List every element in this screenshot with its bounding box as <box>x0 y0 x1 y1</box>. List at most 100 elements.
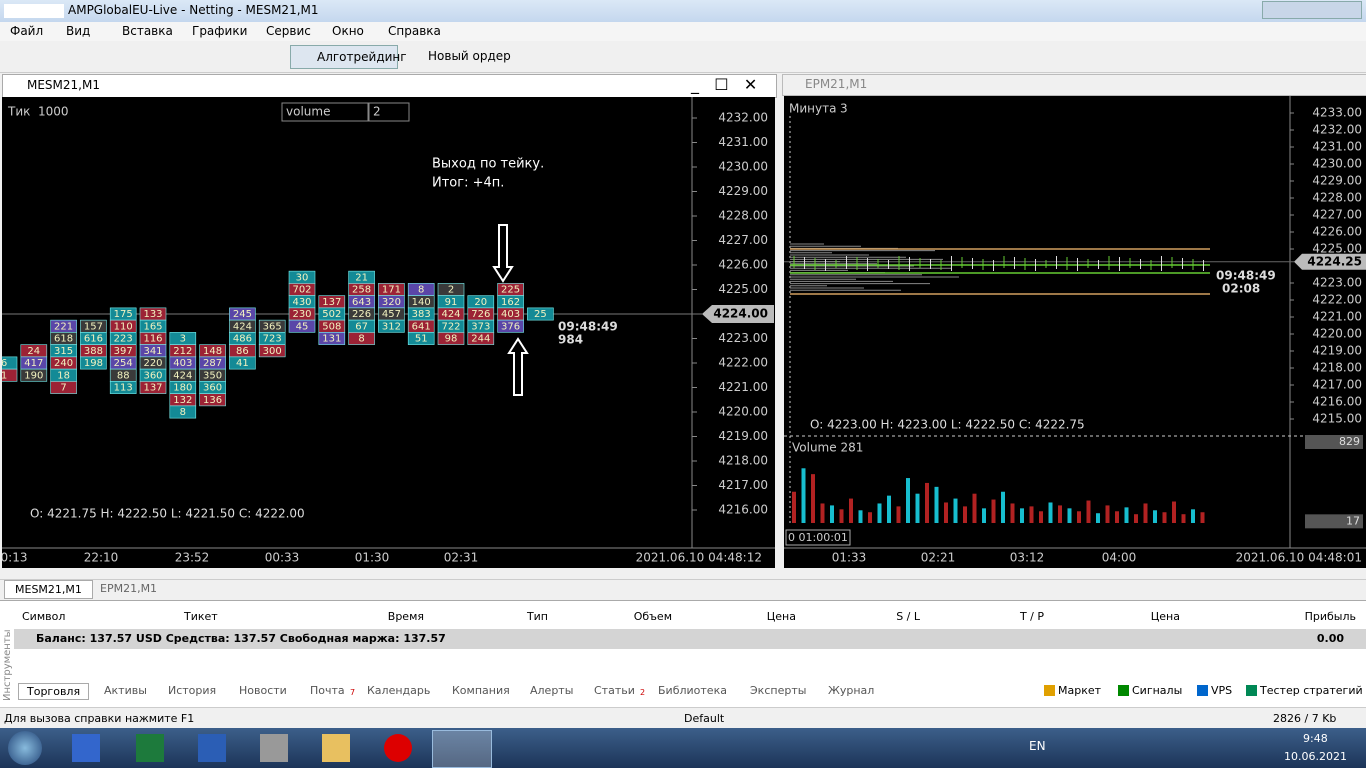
column-header[interactable]: Тип <box>526 610 548 623</box>
price-label: 4219.00 <box>1312 344 1362 358</box>
tab-badge: 7 <box>350 688 356 697</box>
task-icon[interactable] <box>260 734 288 762</box>
column-header[interactable]: Символ <box>22 610 66 623</box>
footprint-cell <box>2 368 18 382</box>
footprint-cell <box>229 356 256 370</box>
price-label: 4227.00 <box>1312 208 1362 222</box>
price-label: 4217.00 <box>1312 378 1362 392</box>
footprint-value: 20 <box>474 297 487 308</box>
footprint-value: 116 <box>143 334 162 345</box>
volume-bar <box>1048 502 1053 523</box>
toolbox-right-tab[interactable]: Сигналы <box>1132 684 1183 697</box>
toolbox-tab[interactable]: Активы <box>104 684 147 697</box>
date: 2021.06.10 04:48:12 <box>636 551 762 565</box>
price-label: 4225.00 <box>1312 242 1362 256</box>
footprint-value: 41 <box>236 358 249 369</box>
timeframe: Минута <box>789 102 836 116</box>
column-header[interactable]: Время <box>387 610 424 623</box>
chart-controls[interactable]: _ ☐ ✕ <box>691 75 758 94</box>
column-header[interactable]: Цена <box>1150 610 1180 623</box>
menu-item[interactable]: Вид <box>66 24 91 38</box>
task-icon[interactable] <box>72 734 100 762</box>
tab-icon <box>1118 685 1129 696</box>
new-order[interactable]: Новый ордер <box>428 49 511 63</box>
volume-bar <box>820 503 825 523</box>
column-header[interactable]: S / L <box>896 610 920 623</box>
toolbox-right-tab[interactable]: Маркет <box>1058 684 1102 697</box>
task-icon-active[interactable] <box>432 730 492 768</box>
clock-date: 10.06.2021 <box>1284 750 1347 763</box>
toolbox-tab[interactable]: Журнал <box>828 684 875 697</box>
menu-item[interactable]: Графики <box>192 24 248 38</box>
task-icon[interactable] <box>136 734 164 762</box>
footprint-value: 2 <box>448 285 454 296</box>
footprint-value: 486 <box>233 334 252 345</box>
toolbox-side: Инструменты <box>2 629 13 701</box>
volume-bar <box>1058 505 1062 523</box>
footprint-cell <box>20 368 48 382</box>
price-label: 4229.00 <box>718 184 768 198</box>
task-icon[interactable] <box>322 734 350 762</box>
algo-button[interactable]: Алготрейдинг <box>290 45 407 69</box>
chart-tab[interactable]: EPM21,M1 <box>100 582 158 595</box>
toolbox-right-tab[interactable]: Тестер стратегий <box>1260 684 1363 697</box>
menu-item[interactable]: Файл <box>10 24 44 38</box>
toolbox-tab[interactable]: Компания <box>452 684 510 697</box>
toolbox-tab[interactable]: Статьи <box>594 684 635 697</box>
column-header[interactable]: T / P <box>1019 610 1044 623</box>
footprint-value: 424 <box>441 309 460 320</box>
price-label: 4232.00 <box>718 111 768 125</box>
annotation: Выход по тейку. <box>432 157 544 172</box>
footprint-value: 133 <box>143 309 162 320</box>
footprint-value: 502 <box>322 309 341 320</box>
timer: 09:48:49 <box>558 320 618 334</box>
toolbox-tab[interactable]: Новости <box>239 684 287 697</box>
date: 2021.06.10 04:48:01 <box>1236 551 1362 565</box>
footprint-value: 641 <box>412 321 431 332</box>
start-button[interactable] <box>8 731 42 765</box>
column-header[interactable]: Прибыль <box>1304 610 1356 623</box>
column-header[interactable]: Цена <box>766 610 796 623</box>
column-header[interactable]: Тикет <box>184 610 218 623</box>
price-label: 4216.00 <box>1312 395 1362 409</box>
volume-bar <box>1086 500 1091 523</box>
price-label: 4225.00 <box>718 282 768 296</box>
menu-item[interactable]: Вставка <box>122 24 173 38</box>
volume-tick: 17 <box>1346 514 1360 527</box>
time-label: 01:30 <box>355 551 390 565</box>
toolbox-tab[interactable]: Алерты <box>530 684 574 697</box>
footprint-value: 223 <box>114 334 133 345</box>
footprint-cell <box>288 319 316 333</box>
toolbox-right-tab[interactable]: VPS <box>1211 684 1233 697</box>
toolbox-tab[interactable]: Календарь <box>367 684 431 697</box>
volume-bar <box>925 482 929 523</box>
toolbox-tab[interactable]: Почта <box>310 684 345 697</box>
current-price: 4224.25 <box>1307 254 1362 268</box>
volume-bar <box>1134 514 1138 523</box>
toolbox-tab[interactable]: Торговля <box>18 683 90 700</box>
menu-item[interactable]: Окно <box>332 24 364 38</box>
footprint-value: 1 <box>2 370 7 381</box>
column-header[interactable]: Объем <box>633 610 672 623</box>
toolbox-tab[interactable]: Библиотека <box>658 684 727 697</box>
price-label: 4231.00 <box>1312 140 1362 154</box>
timer-box-label: 0 01:00:01 <box>788 531 848 544</box>
chart-tab[interactable]: MESM21,M1 <box>4 580 93 599</box>
volume-bar <box>868 512 872 523</box>
toolbox-tab[interactable]: История <box>168 684 217 697</box>
left-chart: 4232.00 4231.00 4230.00 4229.00 4228.00 4227.… <box>2 97 775 568</box>
price-label: 4219.00 <box>718 429 768 443</box>
menu-item[interactable]: Сервис <box>266 24 311 38</box>
price-label: 4221.00 <box>1312 310 1362 324</box>
timeframe: Тик <box>7 105 30 119</box>
task-icon[interactable] <box>198 734 226 762</box>
footprint-value: 376 <box>501 321 520 332</box>
task-icon[interactable] <box>384 734 412 762</box>
volume-tick-box <box>1305 514 1363 529</box>
footprint-value: 424 <box>173 370 192 381</box>
menu-item[interactable]: Справка <box>388 24 441 38</box>
timer: 09:48:49 <box>1216 269 1276 283</box>
price-marker <box>702 305 774 323</box>
window-buttons[interactable] <box>1262 1 1362 19</box>
toolbox-tab[interactable]: Эксперты <box>750 684 807 697</box>
